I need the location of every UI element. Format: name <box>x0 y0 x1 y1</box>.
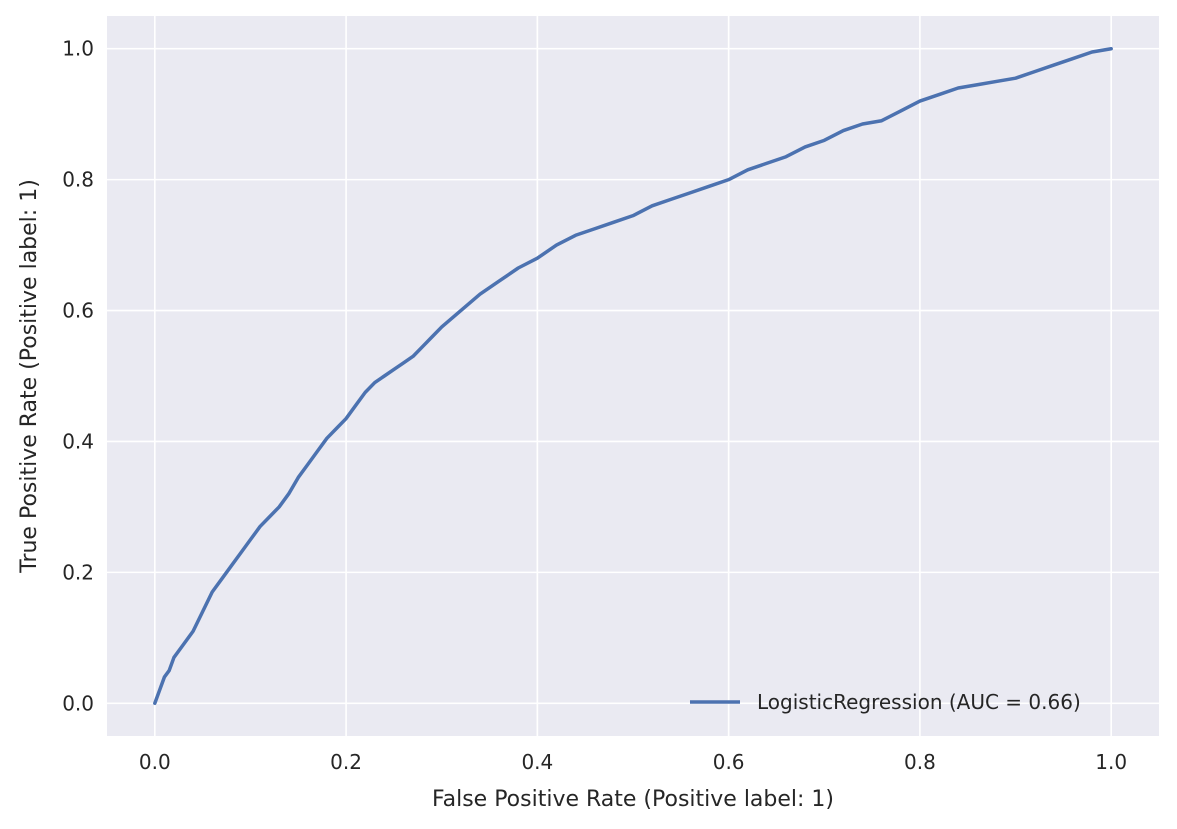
y-tick-label: 0.2 <box>62 560 94 584</box>
plot-area <box>107 16 1159 736</box>
y-tick-label: 0.6 <box>62 299 94 323</box>
y-tick-labels: 0.0 0.2 0.4 0.6 0.8 1.0 <box>62 37 94 716</box>
x-tick-labels: 0.0 0.2 0.4 0.6 0.8 1.0 <box>139 750 1127 774</box>
x-tick-label: 1.0 <box>1095 750 1127 774</box>
x-axis-label: False Positive Rate (Positive label: 1) <box>432 787 834 812</box>
legend-label: LogisticRegression (AUC = 0.66) <box>757 690 1081 714</box>
grid-lines <box>107 16 1159 736</box>
legend: LogisticRegression (AUC = 0.66) <box>690 690 1081 714</box>
x-tick-label: 0.8 <box>904 750 936 774</box>
y-axis-label: True Positive Rate (Positive label: 1) <box>17 179 42 574</box>
x-tick-label: 0.0 <box>139 750 171 774</box>
x-tick-label: 0.4 <box>521 750 553 774</box>
y-tick-label: 1.0 <box>62 37 94 61</box>
y-tick-label: 0.8 <box>62 168 94 192</box>
x-tick-label: 0.2 <box>330 750 362 774</box>
y-tick-label: 0.4 <box>62 429 94 453</box>
roc-curve-line <box>153 46 1113 706</box>
x-tick-label: 0.6 <box>713 750 745 774</box>
y-tick-label: 0.0 <box>62 691 94 715</box>
